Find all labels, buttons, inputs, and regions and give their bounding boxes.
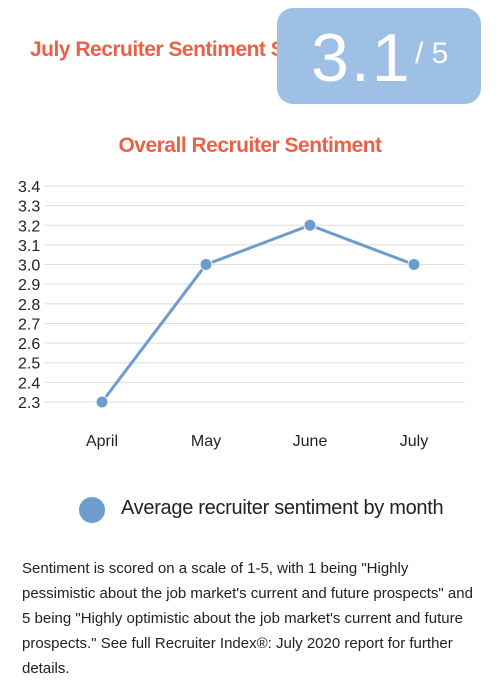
y-tick-label: 3.3 [18, 199, 40, 216]
y-tick-label: 3.1 [18, 238, 40, 255]
x-axis-ticks: April May June July [86, 433, 428, 450]
y-tick-label: 2.9 [18, 277, 40, 294]
y-tick-label: 3.2 [18, 218, 40, 235]
legend-marker [79, 497, 105, 523]
x-tick-label: June [293, 433, 328, 450]
data-point [407, 258, 421, 272]
y-tick-label: 3.0 [18, 258, 40, 275]
y-tick-label: 2.7 [18, 316, 40, 333]
chart-title: Overall Recruiter Sentiment [118, 134, 382, 157]
score-value: 3.1 [311, 20, 412, 96]
x-tick-label: July [400, 433, 428, 450]
score-heading: July Recruiter Sentiment Score: [30, 38, 334, 61]
chart-grid [45, 185, 465, 403]
series-layer [95, 218, 421, 409]
series-line [100, 223, 415, 403]
data-point [303, 218, 317, 232]
x-tick-label: April [86, 433, 118, 450]
score-max: / 5 [415, 37, 449, 70]
score-badge: 3.1 / 5 [277, 8, 481, 104]
y-tick-label: 2.6 [18, 336, 40, 353]
legend-label: Average recruiter sentiment by month [121, 497, 444, 519]
line-chart: 2.3 2.4 2.5 2.6 2.7 2.8 2.9 3.0 3.1 3.2 3.3 3.4 Apr… [18, 179, 465, 450]
data-point [199, 258, 213, 272]
y-tick-label: 3.4 [18, 179, 40, 196]
x-tick-label: May [191, 433, 221, 450]
y-tick-label: 2.3 [18, 395, 40, 412]
y-tick-label: 2.8 [18, 297, 40, 314]
y-tick-label: 2.4 [18, 375, 40, 392]
y-tick-label: 2.5 [18, 356, 40, 373]
data-point [95, 395, 109, 409]
footnote: Sentiment is scored on a scale of 1-5, w… [22, 560, 473, 677]
y-axis-ticks: 2.3 2.4 2.5 2.6 2.7 2.8 2.9 3.0 3.1 3.2 3.3 3.4 [18, 179, 40, 412]
